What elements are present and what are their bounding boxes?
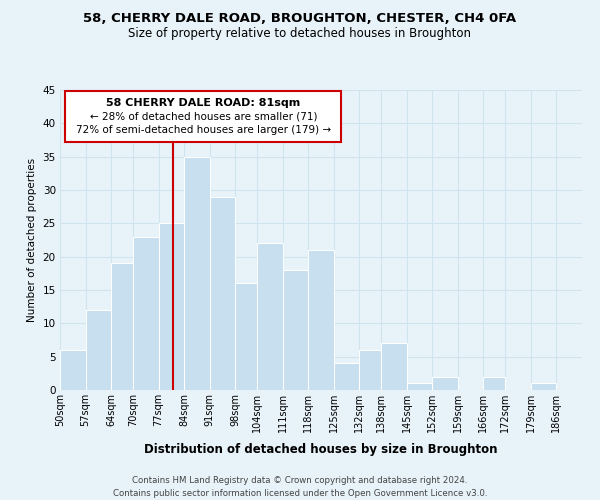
Text: Distribution of detached houses by size in Broughton: Distribution of detached houses by size … (144, 442, 498, 456)
Y-axis label: Number of detached properties: Number of detached properties (27, 158, 37, 322)
Bar (334, 364, 359, 390)
Bar (86, 310, 111, 390)
FancyBboxPatch shape (65, 92, 341, 142)
Bar (381, 344, 407, 390)
Bar (407, 384, 433, 390)
Text: Size of property relative to detached houses in Broughton: Size of property relative to detached ho… (128, 28, 472, 40)
Bar (209, 196, 235, 390)
Text: Contains public sector information licensed under the Open Government Licence v3: Contains public sector information licen… (113, 489, 487, 498)
Bar (433, 376, 458, 390)
Bar (158, 224, 184, 390)
Bar (60, 350, 86, 390)
Bar (184, 156, 209, 390)
Text: 58, CHERRY DALE ROAD, BROUGHTON, CHESTER, CH4 0FA: 58, CHERRY DALE ROAD, BROUGHTON, CHESTER… (83, 12, 517, 26)
Bar (531, 384, 556, 390)
Text: ← 28% of detached houses are smaller (71): ← 28% of detached houses are smaller (71… (89, 112, 317, 122)
Bar (111, 264, 133, 390)
Text: 58 CHERRY DALE ROAD: 81sqm: 58 CHERRY DALE ROAD: 81sqm (106, 98, 301, 108)
Bar (235, 284, 257, 390)
Bar (283, 270, 308, 390)
Bar (359, 350, 381, 390)
Bar (308, 250, 334, 390)
Text: 72% of semi-detached houses are larger (179) →: 72% of semi-detached houses are larger (… (76, 124, 331, 134)
Text: Contains HM Land Registry data © Crown copyright and database right 2024.: Contains HM Land Registry data © Crown c… (132, 476, 468, 485)
Bar (133, 236, 158, 390)
Bar (484, 376, 505, 390)
Bar (257, 244, 283, 390)
